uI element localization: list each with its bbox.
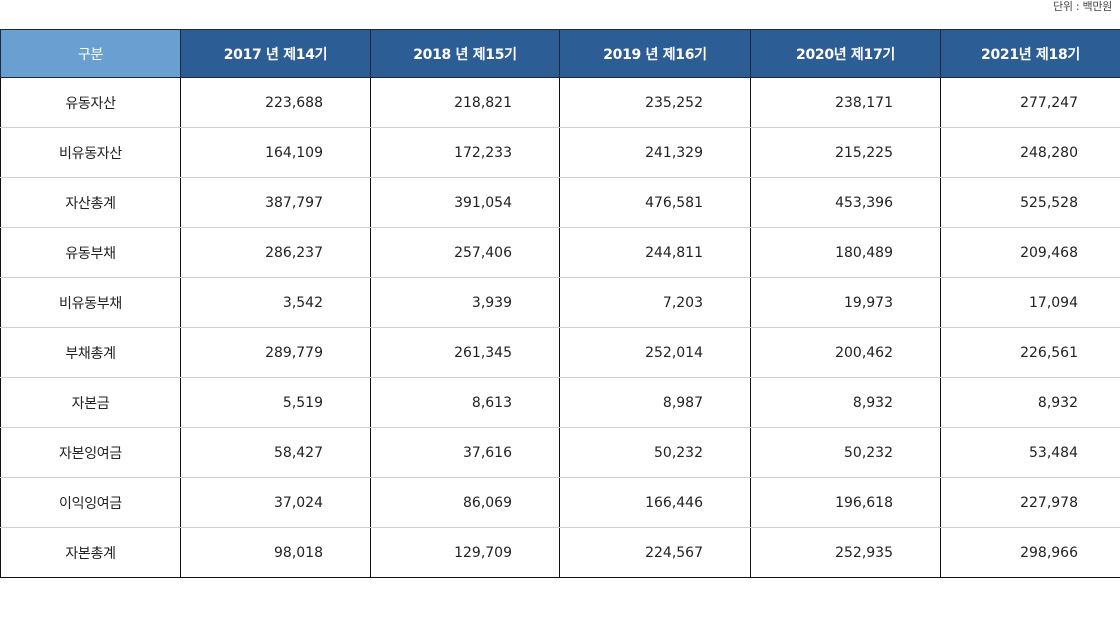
header-2017: 2017 년 제14기 bbox=[180, 29, 371, 78]
table-header-row: 구분 2017 년 제14기 2018 년 제15기 2019 년 제16기 2… bbox=[0, 29, 1120, 78]
table-cell: 3,939 bbox=[370, 277, 560, 328]
table-cell: 525,528 bbox=[940, 177, 1120, 228]
table-cell: 166,446 bbox=[559, 477, 751, 528]
header-2020: 2020년 제17기 bbox=[750, 29, 941, 78]
table-cell: 244,811 bbox=[559, 227, 751, 278]
table-cell: 261,345 bbox=[370, 327, 560, 378]
row-label: 자본총계 bbox=[0, 527, 181, 578]
table-row: 부채총계 289,779 261,345 252,014 200,462 226… bbox=[0, 327, 1120, 378]
table-cell: 387,797 bbox=[180, 177, 371, 228]
table-cell: 37,616 bbox=[370, 427, 560, 478]
table-row: 유동자산 223,688 218,821 235,252 238,171 277… bbox=[0, 77, 1120, 128]
table-row: 자본금 5,519 8,613 8,987 8,932 8,932 bbox=[0, 377, 1120, 428]
table-cell: 248,280 bbox=[940, 127, 1120, 178]
table-cell: 7,203 bbox=[559, 277, 751, 328]
table-cell: 8,613 bbox=[370, 377, 560, 428]
table-cell: 196,618 bbox=[750, 477, 941, 528]
table-cell: 238,171 bbox=[750, 77, 941, 128]
table-cell: 476,581 bbox=[559, 177, 751, 228]
table-cell: 172,233 bbox=[370, 127, 560, 178]
unit-label: 단위 : 백만원 bbox=[1053, 0, 1112, 13]
row-label: 유동부채 bbox=[0, 227, 181, 278]
row-label: 유동자산 bbox=[0, 77, 181, 128]
table-cell: 209,468 bbox=[940, 227, 1120, 278]
table-cell: 200,462 bbox=[750, 327, 941, 378]
table-row: 유동부채 286,237 257,406 244,811 180,489 209… bbox=[0, 227, 1120, 278]
table-row: 비유동부채 3,542 3,939 7,203 19,973 17,094 bbox=[0, 277, 1120, 328]
table-cell: 252,935 bbox=[750, 527, 941, 578]
table-cell: 8,932 bbox=[940, 377, 1120, 428]
table-cell: 19,973 bbox=[750, 277, 941, 328]
table-cell: 129,709 bbox=[370, 527, 560, 578]
table-cell: 227,978 bbox=[940, 477, 1120, 528]
table-row: 비유동자산 164,109 172,233 241,329 215,225 24… bbox=[0, 127, 1120, 178]
table-cell: 17,094 bbox=[940, 277, 1120, 328]
row-label: 자본금 bbox=[0, 377, 181, 428]
table-cell: 391,054 bbox=[370, 177, 560, 228]
table-cell: 226,561 bbox=[940, 327, 1120, 378]
table-cell: 3,542 bbox=[180, 277, 371, 328]
table-cell: 218,821 bbox=[370, 77, 560, 128]
table-cell: 86,069 bbox=[370, 477, 560, 528]
table-cell: 298,966 bbox=[940, 527, 1120, 578]
table-cell: 180,489 bbox=[750, 227, 941, 278]
header-category: 구분 bbox=[0, 29, 181, 78]
row-label: 자산총계 bbox=[0, 177, 181, 228]
table-cell: 215,225 bbox=[750, 127, 941, 178]
table-row: 자본총계 98,018 129,709 224,567 252,935 298,… bbox=[0, 527, 1120, 578]
row-label: 비유동자산 bbox=[0, 127, 181, 178]
table-cell: 286,237 bbox=[180, 227, 371, 278]
table-cell: 453,396 bbox=[750, 177, 941, 228]
table-cell: 277,247 bbox=[940, 77, 1120, 128]
table-cell: 8,987 bbox=[559, 377, 751, 428]
table-cell: 50,232 bbox=[559, 427, 751, 478]
financial-table: 구분 2017 년 제14기 2018 년 제15기 2019 년 제16기 2… bbox=[0, 29, 1120, 578]
table-cell: 98,018 bbox=[180, 527, 371, 578]
table-cell: 53,484 bbox=[940, 427, 1120, 478]
table-cell: 252,014 bbox=[559, 327, 751, 378]
header-2021: 2021년 제18기 bbox=[940, 29, 1120, 78]
table-cell: 164,109 bbox=[180, 127, 371, 178]
table-cell: 235,252 bbox=[559, 77, 751, 128]
table-cell: 241,329 bbox=[559, 127, 751, 178]
row-label: 비유동부채 bbox=[0, 277, 181, 328]
table-row: 자본잉여금 58,427 37,616 50,232 50,232 53,484 bbox=[0, 427, 1120, 478]
table-cell: 58,427 bbox=[180, 427, 371, 478]
table-cell: 50,232 bbox=[750, 427, 941, 478]
table-row: 자산총계 387,797 391,054 476,581 453,396 525… bbox=[0, 177, 1120, 228]
table-cell: 37,024 bbox=[180, 477, 371, 528]
table-cell: 8,932 bbox=[750, 377, 941, 428]
table-row: 이익잉여금 37,024 86,069 166,446 196,618 227,… bbox=[0, 477, 1120, 528]
table-cell: 289,779 bbox=[180, 327, 371, 378]
table-cell: 224,567 bbox=[559, 527, 751, 578]
row-label: 부채총계 bbox=[0, 327, 181, 378]
table-cell: 5,519 bbox=[180, 377, 371, 428]
table-cell: 257,406 bbox=[370, 227, 560, 278]
row-label: 이익잉여금 bbox=[0, 477, 181, 528]
table-cell: 223,688 bbox=[180, 77, 371, 128]
header-2019: 2019 년 제16기 bbox=[559, 29, 751, 78]
row-label: 자본잉여금 bbox=[0, 427, 181, 478]
header-2018: 2018 년 제15기 bbox=[370, 29, 560, 78]
